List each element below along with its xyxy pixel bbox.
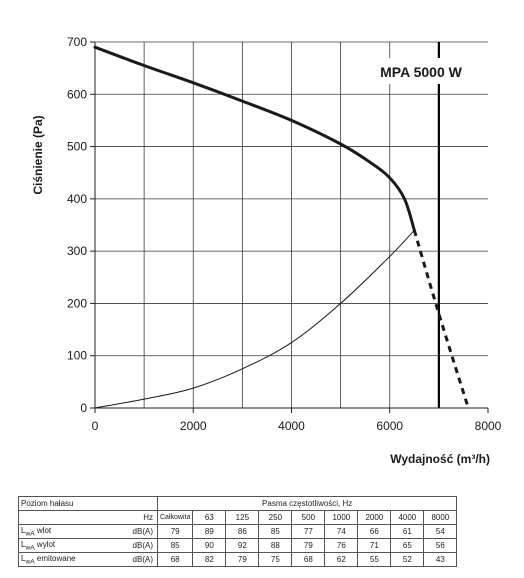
table-cell: 71 xyxy=(357,538,392,553)
table-cell: 82 xyxy=(192,552,227,567)
column-header: Całkowita xyxy=(156,510,194,525)
table-cell: 74 xyxy=(324,524,359,539)
table-cell: 79 xyxy=(156,524,194,539)
series-line-thin xyxy=(94,229,415,409)
table-cell: 88 xyxy=(258,538,293,553)
column-header: 250 xyxy=(258,510,293,525)
table-cell: 61 xyxy=(390,524,425,539)
table-cell: 89 xyxy=(192,524,227,539)
y-axis-title: Ciśnienie (Pa) xyxy=(31,115,45,194)
x-tick-label: 2000 xyxy=(180,419,207,433)
table-cell: 55 xyxy=(357,552,392,567)
bands-header: Pasma częstotliwości, Hz xyxy=(156,496,458,511)
hz-label: Hz xyxy=(111,510,158,525)
chart-canvas: 0 100 200 300 400 500 600 700 0 2000 4000 6000 8000 M… xyxy=(31,35,502,466)
x-tick-label: 8000 xyxy=(475,419,502,433)
y-tick-label: 200 xyxy=(67,296,87,310)
column-header: 1000 xyxy=(324,510,359,525)
table-cell: 90 xyxy=(192,538,227,553)
table-cell: 85 xyxy=(258,524,293,539)
row-label: LwA wlot xyxy=(18,524,111,539)
row-unit: dB(A) xyxy=(111,552,158,567)
column-header: 500 xyxy=(291,510,326,525)
table-cell: 77 xyxy=(291,524,326,539)
table-cell: 92 xyxy=(225,538,260,553)
table-cell: 66 xyxy=(357,524,392,539)
table-columns-row: Hz Całkowita 63 125 250 500 1000 2000 40… xyxy=(18,510,458,525)
y-tick-label: 300 xyxy=(67,244,87,258)
x-tick-label: 0 xyxy=(92,419,99,433)
table-cell: 79 xyxy=(291,538,326,553)
y-tick-label: 400 xyxy=(67,192,87,206)
table-cell: 68 xyxy=(156,552,194,567)
table-cell: 75 xyxy=(258,552,293,567)
column-header: 8000 xyxy=(423,510,458,525)
row-unit: dB(A) xyxy=(111,538,158,553)
table-row: LwA wlot dB(A) 79 89 86 85 77 74 66 61 5… xyxy=(18,524,458,539)
table-title: Poziom hałasu xyxy=(18,496,111,511)
x-tick-label: 4000 xyxy=(278,419,305,433)
column-header: 125 xyxy=(225,510,260,525)
table-cell: 68 xyxy=(291,552,326,567)
annotation-label: MPA 5000 W xyxy=(380,64,462,80)
table-cell: 62 xyxy=(324,552,359,567)
table-cell: 43 xyxy=(423,552,458,567)
noise-level-table: Poziom hałasu Pasma częstotliwości, Hz H… xyxy=(18,496,458,567)
table-cell: 54 xyxy=(423,524,458,539)
y-tick-label: 700 xyxy=(67,35,87,49)
series-line-dashed xyxy=(412,229,470,409)
table-empty-cell xyxy=(18,510,111,525)
table-cell: 52 xyxy=(390,552,425,567)
x-axis-title: Wydajność (m³/h) xyxy=(390,452,490,466)
annotation-background xyxy=(365,58,477,84)
table-cell: 56 xyxy=(423,538,458,553)
row-label: LwA emitowane xyxy=(18,552,111,567)
y-tick-label: 100 xyxy=(67,349,87,363)
table-cell: 85 xyxy=(156,538,194,553)
y-tick-label: 500 xyxy=(67,140,87,154)
fan-curve-chart: 0 100 200 300 400 500 600 700 0 2000 4000 6000 8000 M… xyxy=(31,35,502,466)
table-row: LwA wylot dB(A) 85 90 92 88 79 76 71 65 … xyxy=(18,538,458,553)
y-tick-label: 600 xyxy=(67,87,87,101)
table-corner-cell xyxy=(111,496,158,511)
table-row: LwA emitowane dB(A) 68 82 79 75 68 62 55… xyxy=(18,552,458,567)
y-tick-label: 0 xyxy=(80,401,87,415)
column-header: 63 xyxy=(192,510,227,525)
column-header: 4000 xyxy=(390,510,425,525)
series-line-thick xyxy=(93,45,416,232)
table-header-row: Poziom hałasu Pasma częstotliwości, Hz xyxy=(18,496,458,511)
row-label: LwA wylot xyxy=(18,538,111,553)
x-tick-label: 6000 xyxy=(376,419,403,433)
table-cell: 86 xyxy=(225,524,260,539)
table-cell: 76 xyxy=(324,538,359,553)
table-cell: 65 xyxy=(390,538,425,553)
column-header: 2000 xyxy=(357,510,392,525)
table-cell: 79 xyxy=(225,552,260,567)
row-unit: dB(A) xyxy=(111,524,158,539)
